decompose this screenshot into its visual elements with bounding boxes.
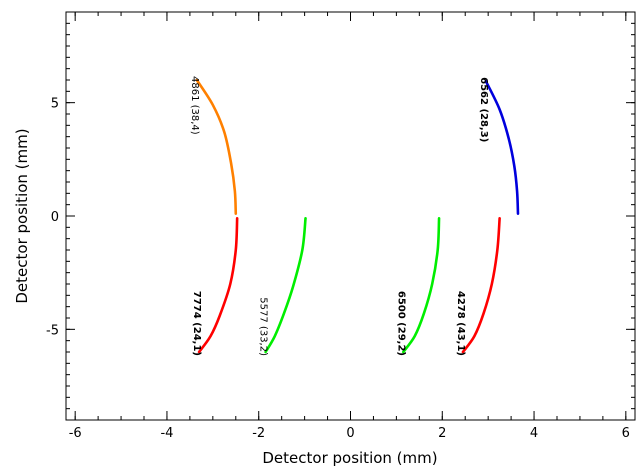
- x-tick-label: -2: [252, 426, 265, 441]
- series-label-1: 6562 (28,3): [478, 77, 489, 142]
- x-tick-label: 6: [622, 426, 630, 441]
- y-axis-label: Detector position (mm): [13, 128, 31, 303]
- series-line-3: [264, 216, 307, 354]
- y-tick-label: 0: [51, 210, 59, 225]
- x-tick-label: -4: [160, 426, 173, 441]
- series-line-5: [461, 216, 501, 354]
- series-label-2: 7774 (24,1): [191, 291, 202, 356]
- series-line-4: [401, 216, 441, 354]
- x-axis-label: Detector position (mm): [262, 449, 437, 467]
- x-tick-label: 2: [438, 426, 446, 441]
- series-line-0: [195, 78, 238, 216]
- series-label-0: 4861 (38,4): [189, 76, 200, 135]
- series-label-4: 6500 (29,2): [395, 291, 406, 356]
- y-tick-label: 5: [51, 97, 59, 112]
- series-label-3: 5577 (33,2): [258, 297, 269, 356]
- axis-ticks: [66, 11, 635, 421]
- series-layer: [195, 78, 520, 354]
- tick-labels: -6 -4 -2 0 2 4 6 -5 0 5: [46, 97, 630, 441]
- plot-frame: [65, 11, 636, 421]
- x-tick-label: 4: [530, 426, 538, 441]
- series-label-5: 4278 (43,1): [455, 291, 466, 356]
- x-tick-label: -6: [69, 426, 82, 441]
- series-line-2: [197, 216, 239, 354]
- series-labels: 4861 (38,4) 6562 (28,3) 7774 (24,1) 5577 (3…: [189, 76, 489, 356]
- x-tick-label: 0: [346, 426, 354, 441]
- series-line-1: [484, 79, 520, 216]
- y-tick-label: -5: [46, 323, 59, 338]
